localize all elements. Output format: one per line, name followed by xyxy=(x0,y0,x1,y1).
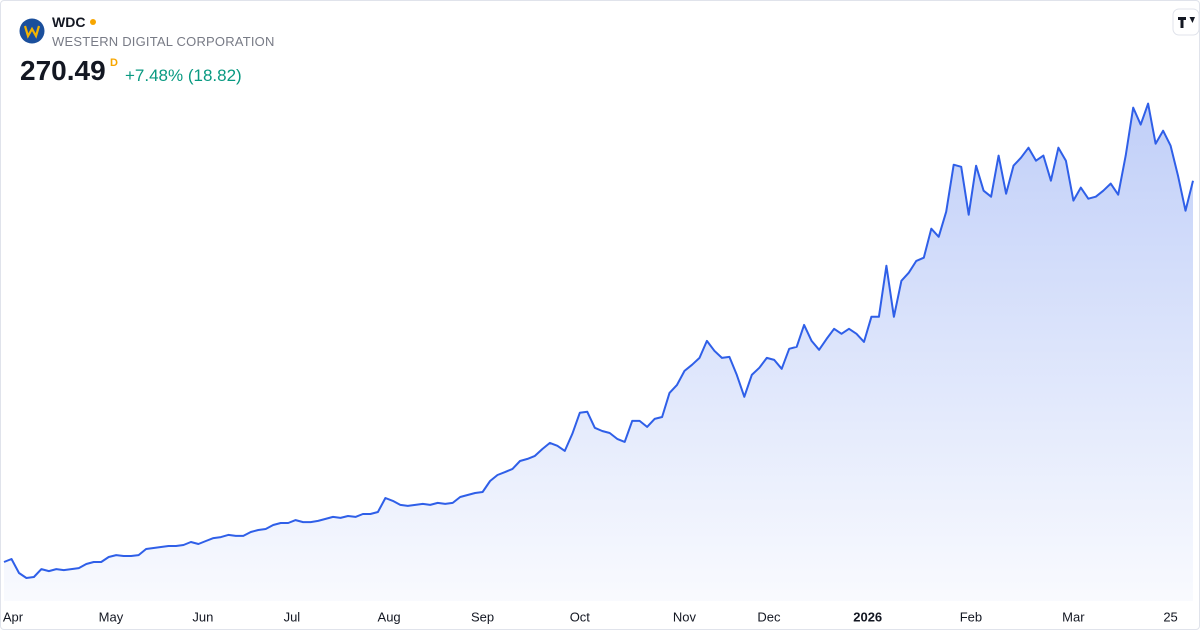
symbol-text: WDC xyxy=(52,14,86,30)
x-tick-label: Oct xyxy=(570,609,591,624)
tv-logo[interactable] xyxy=(1172,8,1199,36)
x-tick-label: Mar xyxy=(1062,609,1085,624)
x-tick-label: Jul xyxy=(284,609,301,624)
x-tick-label: Feb xyxy=(960,609,982,624)
x-tick-label: Apr xyxy=(3,609,24,624)
company-logo xyxy=(19,18,45,44)
change: +7.48% (18.82) xyxy=(125,66,242,85)
price-line xyxy=(3,102,1194,579)
company-name: WESTERN DIGITAL CORPORATION xyxy=(52,34,275,49)
x-tick-label: Jun xyxy=(192,609,213,624)
x-tick-label: 25 xyxy=(1163,609,1177,624)
x-tick-label: May xyxy=(99,609,124,624)
area-fill xyxy=(4,103,1193,601)
x-tick-label: 2026 xyxy=(853,609,882,624)
x-tick-label: Nov xyxy=(673,609,697,624)
interval: D xyxy=(110,57,118,69)
x-tick-label: Dec xyxy=(757,609,781,624)
status-dot xyxy=(90,19,97,25)
x-tick-label: Aug xyxy=(378,609,401,624)
x-tick-label: Sep xyxy=(471,609,494,624)
symbol: WDC xyxy=(52,14,97,30)
price: 270.49 xyxy=(20,55,106,86)
